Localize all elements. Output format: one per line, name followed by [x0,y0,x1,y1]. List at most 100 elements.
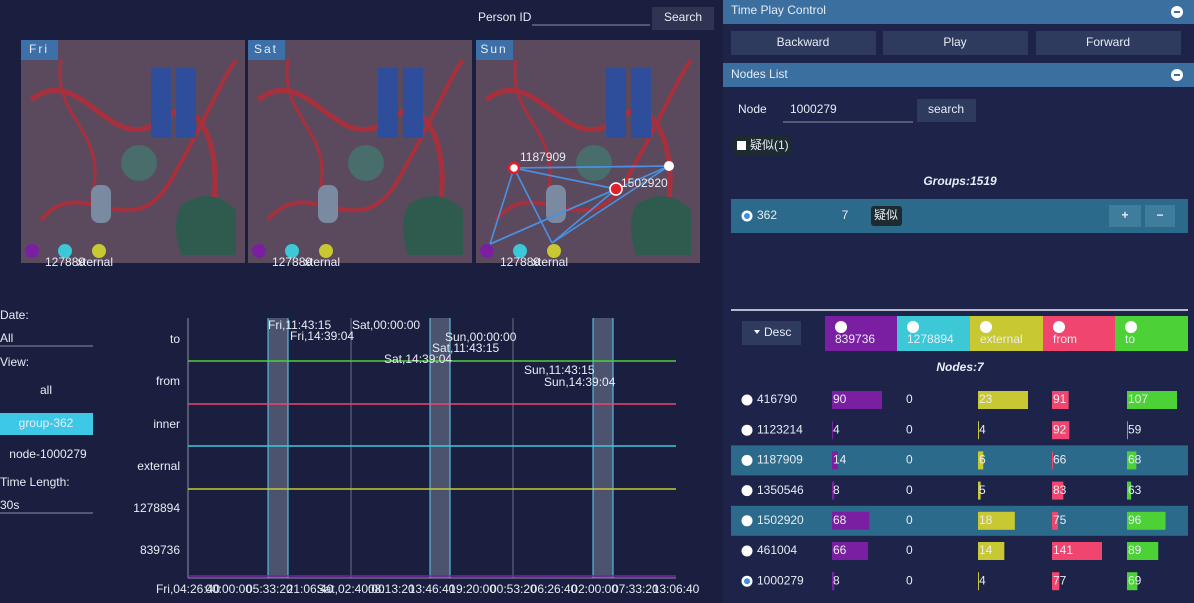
tag [871,206,902,226]
map-building [378,68,398,138]
value-label: 0 [906,483,913,497]
row-label: external [137,459,180,473]
value-label: 4 [979,573,986,587]
annotation: Sun,14:39:04 [544,375,616,389]
value-bar [832,572,835,591]
value-label: 68 [1128,453,1142,467]
value-label: 14 [833,453,847,467]
filter-label: 疑似(1) [750,137,789,152]
value-label: 18 [979,513,993,527]
radio[interactable] [741,515,753,527]
value-label: 77 [1053,573,1067,587]
map-park [176,196,236,255]
column-legend[interactable] [897,316,970,351]
checkbox[interactable] [737,141,746,150]
column-legend[interactable] [825,316,898,351]
value-bar [1052,421,1070,440]
column-legend[interactable] [970,316,1043,351]
value-bar [1052,451,1053,470]
search-button[interactable] [917,99,976,122]
row-label: inner [153,417,180,431]
row-label: to [170,332,180,346]
groups-count: Groups:1519 [923,174,997,188]
sort-button[interactable] [742,321,801,345]
node-label: 1187909 [520,150,566,164]
minus-label: − [1156,208,1163,222]
network-edge [489,165,670,245]
radio[interactable] [741,424,753,436]
value-label: 92 [1053,422,1067,436]
node-input: 1000279 [790,102,837,116]
minus-button[interactable] [1145,205,1175,227]
play-button-label: Play [943,35,966,49]
date-label: Date: [0,308,29,322]
radio[interactable] [741,394,753,406]
view-option[interactable]: all [40,383,52,397]
legend-dot [25,244,39,258]
map-lake [576,145,612,181]
filter-chip[interactable] [733,136,791,156]
legend-dot [92,244,106,258]
value-bar [978,572,979,591]
person-id-label: Person ID [478,10,532,24]
value-bar [978,391,1028,409]
play-button[interactable] [1036,31,1181,55]
day-tab [248,40,285,60]
column-legend[interactable] [1043,316,1116,351]
sort-caret [754,330,760,334]
column-dot [1125,321,1137,333]
header-title: Time Play Control [731,3,826,17]
group-count: 7 [842,208,849,222]
value-label: 66 [1053,453,1067,467]
map-park [403,196,463,255]
search-button[interactable] [652,7,714,30]
play-button[interactable] [883,31,1028,55]
map-road [39,58,238,222]
value-label: 59 [1128,422,1142,436]
view-option[interactable]: node-1000279 [9,447,87,461]
node-id: 416790 [757,392,797,406]
row-label: from [156,374,180,388]
value-bar [1052,542,1102,560]
radio[interactable] [741,454,753,466]
radio[interactable] [741,485,753,497]
value-label: 14 [979,543,993,557]
plus-button[interactable] [1109,205,1141,227]
value-bar [1052,481,1064,500]
network-edge [513,167,617,190]
header-bar [723,63,1194,87]
time-length-value: 30s [0,498,19,512]
play-button[interactable] [731,31,876,55]
value-label: 91 [1053,392,1067,406]
sort-label: Desc [764,325,791,339]
view-option[interactable]: group-362 [19,416,74,430]
value-label: 23 [979,392,993,406]
column-legend[interactable] [1115,316,1188,351]
radio[interactable] [741,545,753,557]
day-tab [476,40,513,60]
value-label: 0 [906,392,913,406]
annotation: Sat,14:39:04 [384,352,452,366]
value-bar [1127,481,1132,500]
value-bar [1127,511,1166,530]
column-dot [1053,321,1065,333]
legend-dot [58,244,72,258]
network-node [664,161,674,171]
legend-dot [480,244,494,258]
x-tick-label: 21:06:40 [287,582,334,596]
row-highlight [731,445,1188,476]
row-label: 839736 [140,543,180,557]
map-legend-label: 127889 [45,255,85,269]
column-label: from [1053,332,1077,346]
time-length-label: Time Length: [0,475,70,489]
map-building [176,68,196,138]
legend-dot [319,244,333,258]
time-window [430,318,450,578]
view-selected[interactable] [0,413,93,435]
nodes-count: Nodes:7 [936,360,985,374]
value-label: 0 [906,453,913,467]
x-tick-label: 06:26:40 [531,582,578,596]
column-label: 1278894 [907,332,954,346]
value-label: 75 [1053,513,1067,527]
